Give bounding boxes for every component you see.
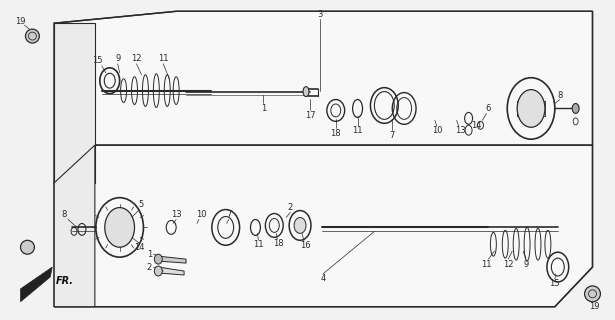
Text: 10: 10 [432, 126, 442, 135]
Text: 16: 16 [300, 241, 311, 250]
Text: 18: 18 [273, 239, 284, 248]
Polygon shape [54, 145, 592, 307]
Text: 14: 14 [134, 243, 145, 252]
Text: FR.: FR. [56, 276, 74, 286]
Text: 11: 11 [481, 260, 491, 268]
Text: 11: 11 [352, 126, 363, 135]
Text: 15: 15 [92, 56, 102, 65]
Ellipse shape [105, 208, 135, 247]
Text: 9: 9 [115, 54, 121, 63]
Text: 13: 13 [455, 126, 466, 135]
Ellipse shape [154, 266, 162, 276]
Text: 7: 7 [389, 131, 395, 140]
Polygon shape [54, 145, 95, 307]
Text: 1: 1 [261, 104, 266, 113]
Circle shape [585, 286, 600, 302]
Ellipse shape [303, 87, 309, 97]
Polygon shape [20, 267, 52, 302]
Polygon shape [158, 256, 186, 263]
Text: 19: 19 [15, 17, 26, 26]
Text: 12: 12 [503, 260, 514, 268]
Text: 1: 1 [147, 250, 152, 259]
Text: 13: 13 [171, 210, 181, 219]
Text: 11: 11 [253, 240, 264, 249]
Ellipse shape [572, 103, 579, 113]
Text: 4: 4 [320, 275, 325, 284]
Circle shape [25, 29, 39, 43]
Text: 17: 17 [304, 111, 315, 120]
Text: 14: 14 [471, 121, 482, 130]
Text: 2: 2 [288, 203, 293, 212]
Text: 8: 8 [62, 210, 67, 219]
Text: 10: 10 [196, 210, 206, 219]
Text: 9: 9 [523, 260, 529, 268]
Text: 19: 19 [589, 302, 600, 311]
Text: 11: 11 [158, 54, 169, 63]
Polygon shape [54, 11, 592, 183]
Ellipse shape [154, 254, 162, 264]
Text: 18: 18 [330, 129, 341, 138]
Ellipse shape [517, 90, 545, 127]
Polygon shape [158, 267, 184, 275]
Text: 7: 7 [226, 210, 231, 219]
Circle shape [20, 240, 34, 254]
Text: 2: 2 [147, 263, 152, 272]
Text: 6: 6 [486, 104, 491, 113]
Text: 15: 15 [550, 279, 560, 288]
Text: 12: 12 [131, 54, 141, 63]
Text: 3: 3 [317, 10, 323, 19]
Text: 5: 5 [139, 200, 144, 209]
Polygon shape [54, 23, 95, 183]
Ellipse shape [294, 218, 306, 233]
Text: 8: 8 [557, 91, 563, 100]
